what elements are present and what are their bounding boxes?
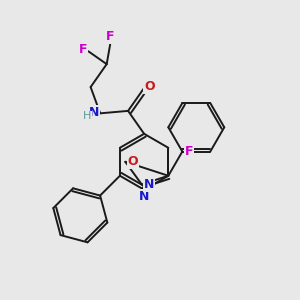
Text: N: N <box>88 106 99 119</box>
Text: F: F <box>106 30 115 43</box>
Text: O: O <box>127 155 138 168</box>
Text: N: N <box>139 190 149 203</box>
Text: N: N <box>144 178 154 191</box>
Text: F: F <box>184 145 193 158</box>
Text: O: O <box>144 80 155 93</box>
Text: H: H <box>83 111 91 121</box>
Text: F: F <box>79 43 87 56</box>
